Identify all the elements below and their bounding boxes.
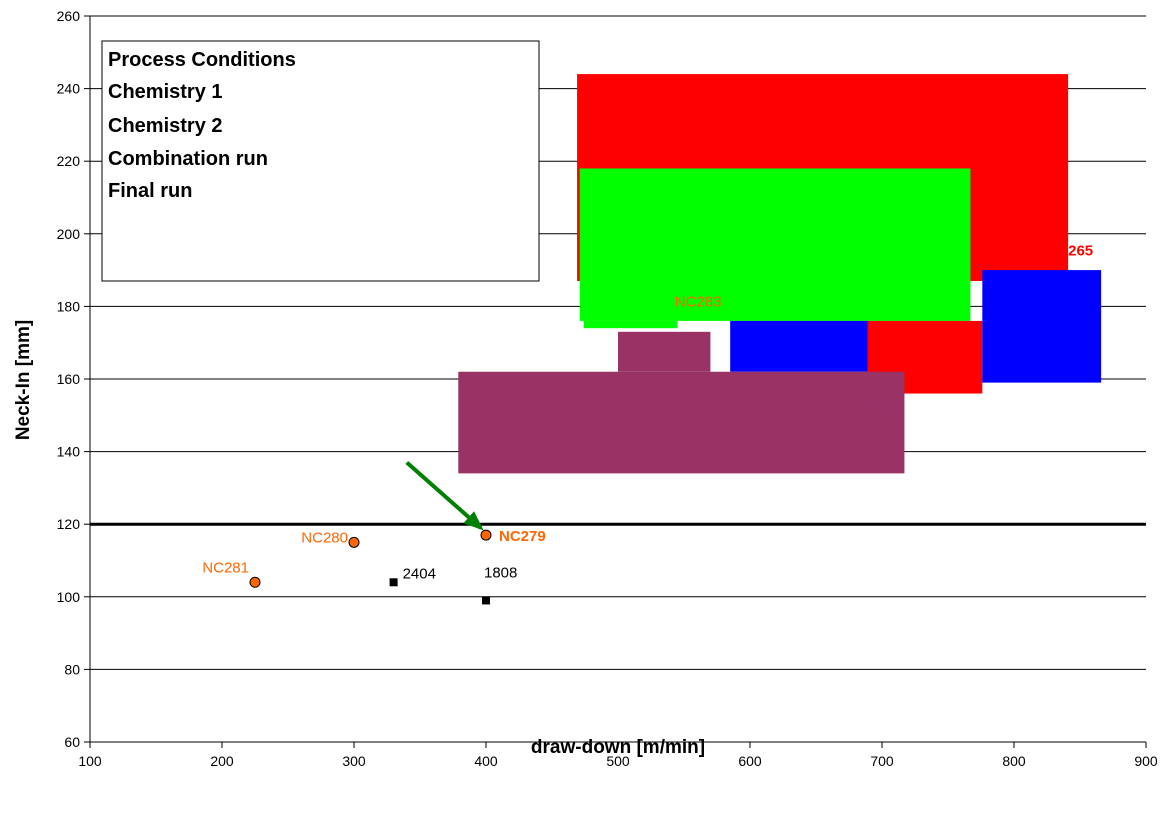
label-nc281: NC281 xyxy=(202,559,249,576)
label-1808: 1808 xyxy=(484,564,517,581)
legend-entry-chemistry-2: Chemistry 2 xyxy=(108,115,223,137)
legend-box xyxy=(101,40,540,282)
legend-entry-combination-run: Combination run xyxy=(108,148,268,170)
partial-label-265: 265 xyxy=(1068,243,1093,260)
y-tick-label-60: 60 xyxy=(64,734,80,750)
region-combo-7 xyxy=(618,331,711,372)
x-tick-label-900: 900 xyxy=(1134,753,1158,769)
y-tick-label-100: 100 xyxy=(57,589,81,605)
region-chem2-1 xyxy=(579,168,971,321)
x-axis-title: draw-down [m/min] xyxy=(531,737,705,758)
data-points xyxy=(249,460,492,605)
label-nc279: NC279 xyxy=(499,528,546,545)
y-tick-label-200: 200 xyxy=(57,226,81,242)
x-tick-label-400: 400 xyxy=(474,753,498,769)
y-tick-label-180: 180 xyxy=(57,298,81,314)
annotation-arrow-shaft xyxy=(405,460,483,530)
y-tick-label-120: 120 xyxy=(57,516,81,532)
y-tick-label-260: 260 xyxy=(57,8,81,24)
legend-entry-process-conditions: Process Conditions xyxy=(108,49,296,71)
x-tick-label-500: 500 xyxy=(606,753,630,769)
legend-entry-chemistry-1: Chemistry 1 xyxy=(108,81,223,103)
point-2404 xyxy=(389,578,398,587)
region-combo-8 xyxy=(458,371,905,474)
y-tick-label-140: 140 xyxy=(57,444,81,460)
point-1808 xyxy=(482,596,490,605)
annotation-arrow-head xyxy=(463,511,484,531)
y-tick-label-240: 240 xyxy=(57,81,81,97)
partial-label-3274: 3274 xyxy=(871,399,904,416)
region-process-3 xyxy=(730,320,869,372)
y-tick-label-220: 220 xyxy=(57,153,81,169)
y-tick-label-80: 80 xyxy=(64,661,80,677)
point-nc279 xyxy=(480,529,492,541)
region-process-5 xyxy=(982,280,1102,383)
region-process-6 xyxy=(982,270,1102,281)
point-nc280 xyxy=(348,536,360,548)
label-2404: 2404 xyxy=(403,565,436,582)
y-axis-title: Neck-In [mm] xyxy=(13,320,34,440)
x-tick-label-200: 200 xyxy=(210,753,234,769)
data-labels: NC279 NC280 NC281 2404 1808 265 NC283 3274 xyxy=(202,243,1093,583)
x-tick-label-800: 800 xyxy=(1002,753,1026,769)
legend-entry-final-run: Final run xyxy=(108,180,192,202)
x-tick-label-600: 600 xyxy=(738,753,762,769)
axes: 100 200 300 400 500 600 700 800 900 60 80 100 120 140… xyxy=(57,8,1158,769)
label-nc280: NC280 xyxy=(301,529,348,546)
x-tick-label-700: 700 xyxy=(870,753,894,769)
legend: Process Conditions Chemistry 1 Chemistry… xyxy=(101,40,540,282)
data-regions xyxy=(458,74,1102,474)
y-tick-label-160: 160 xyxy=(57,371,81,387)
region-chem2-2 xyxy=(583,320,678,329)
partial-label-nc283: NC283 xyxy=(675,293,722,310)
point-nc281 xyxy=(249,576,261,588)
x-tick-label-100: 100 xyxy=(78,753,102,769)
x-tick-label-300: 300 xyxy=(342,753,366,769)
